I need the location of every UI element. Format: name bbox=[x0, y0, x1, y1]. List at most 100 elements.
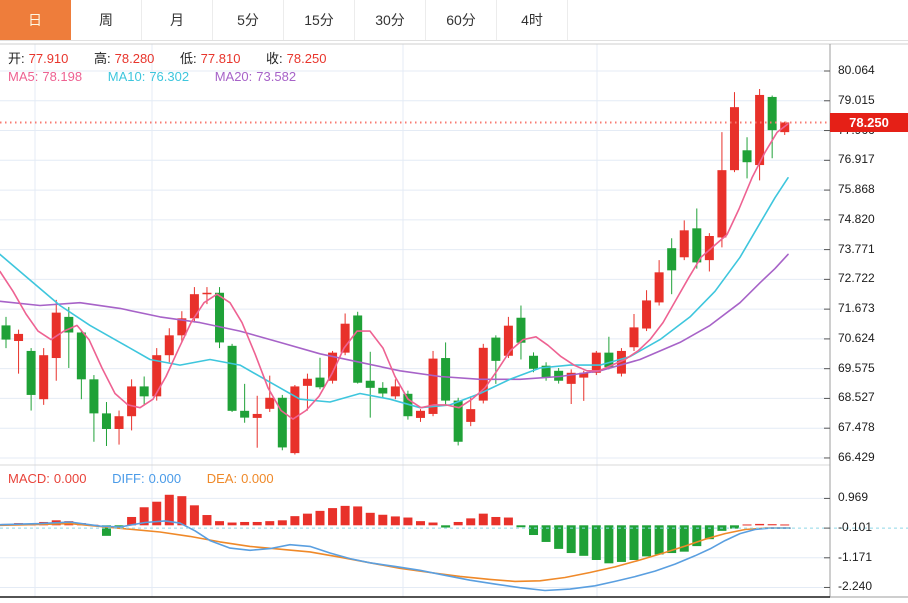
price-axis-label: 70.624 bbox=[838, 330, 875, 345]
candle-up bbox=[202, 292, 212, 295]
diff-value: 0.000 bbox=[148, 471, 182, 486]
close-label: 收: bbox=[266, 51, 283, 66]
macd-bar-negative bbox=[529, 525, 539, 536]
macd-bar-positive bbox=[252, 521, 262, 526]
price-axis-label: 66.429 bbox=[838, 449, 875, 464]
candle-down bbox=[378, 387, 388, 394]
candle-up bbox=[466, 409, 476, 422]
tab-30min[interactable]: 30分 bbox=[355, 0, 426, 40]
candle-down bbox=[139, 386, 149, 397]
macd-bar-positive bbox=[139, 507, 149, 526]
tab-month[interactable]: 月 bbox=[142, 0, 213, 40]
candle-up bbox=[629, 327, 639, 348]
macd-bar-negative bbox=[642, 525, 652, 557]
macd-bar-positive bbox=[742, 524, 752, 526]
macd-bar-negative bbox=[604, 525, 614, 564]
candle-down bbox=[516, 317, 526, 343]
candle-up bbox=[290, 386, 300, 454]
macd-axis-label: 0.969 bbox=[838, 490, 869, 505]
macd-bar-positive bbox=[227, 522, 237, 526]
candle-down bbox=[365, 380, 375, 388]
macd-bar-positive bbox=[466, 518, 476, 526]
ma20-line bbox=[0, 253, 789, 381]
candle-down bbox=[315, 377, 325, 388]
diff-label: DIFF: bbox=[112, 471, 145, 486]
close-value: 78.250 bbox=[286, 51, 327, 66]
candle-up bbox=[39, 355, 49, 400]
candle-up bbox=[642, 300, 652, 329]
macd-bar-positive bbox=[491, 516, 501, 526]
open-label: 开: bbox=[8, 51, 25, 66]
candle-up bbox=[340, 323, 350, 353]
candle-down bbox=[491, 337, 501, 361]
candle-down bbox=[64, 316, 74, 333]
candle-up bbox=[415, 410, 425, 418]
macd-bar-positive bbox=[403, 517, 413, 526]
ma20-label: MA20: bbox=[214, 69, 253, 84]
candle-down bbox=[667, 248, 677, 271]
price-axis-label: 72.722 bbox=[838, 271, 875, 286]
candle-up bbox=[390, 386, 400, 397]
macd-bar-negative bbox=[591, 525, 601, 560]
macd-bar-negative bbox=[101, 525, 111, 536]
macd-bar-negative bbox=[729, 525, 739, 529]
macd-bar-positive bbox=[767, 524, 777, 526]
candle-up bbox=[755, 94, 765, 166]
macd-bar-positive bbox=[340, 505, 350, 526]
tab-day[interactable]: 日 bbox=[0, 0, 71, 40]
candle-down bbox=[89, 379, 99, 414]
candle-up bbox=[679, 230, 689, 258]
macd-bar-negative bbox=[554, 525, 564, 549]
candle-down bbox=[1, 325, 11, 340]
candle-up bbox=[164, 335, 174, 356]
macd-bar-negative bbox=[616, 525, 626, 562]
macd-bar-positive bbox=[277, 520, 287, 526]
macd-bar-positive bbox=[503, 517, 513, 526]
price-axis-label: 71.673 bbox=[838, 301, 875, 316]
tab-5min[interactable]: 5分 bbox=[213, 0, 284, 40]
candle-down bbox=[541, 365, 551, 378]
candle-up bbox=[177, 318, 187, 336]
price-axis-label: 76.917 bbox=[838, 152, 875, 167]
macd-bar-negative bbox=[541, 525, 551, 542]
macd-bar-positive bbox=[315, 510, 325, 526]
candle-up bbox=[729, 107, 739, 171]
macd-axis-label: -1.171 bbox=[838, 549, 873, 564]
candle-up bbox=[579, 372, 589, 378]
macd-bar-positive bbox=[152, 501, 162, 526]
macd-bar-negative bbox=[516, 525, 526, 528]
candle-down bbox=[742, 150, 752, 163]
macd-bar-negative bbox=[692, 525, 702, 547]
macd-bar-negative bbox=[679, 525, 689, 552]
candle-up bbox=[478, 347, 488, 401]
tab-4hour[interactable]: 4时 bbox=[497, 0, 568, 40]
tab-week[interactable]: 周 bbox=[71, 0, 142, 40]
candle-down bbox=[554, 370, 564, 381]
macd-axis-label: -0.101 bbox=[838, 520, 873, 535]
candle-up bbox=[302, 378, 312, 386]
macd-label: MACD: bbox=[8, 471, 50, 486]
macd-readout: MACD: 0.000 DIFF: 0.000 DEA: 0.000 bbox=[8, 471, 278, 486]
dea-label: DEA: bbox=[206, 471, 238, 486]
macd-bar-positive bbox=[127, 516, 137, 526]
price-axis-label: 79.015 bbox=[838, 92, 875, 107]
low-value: 77.810 bbox=[200, 51, 241, 66]
high-value: 78.280 bbox=[114, 51, 155, 66]
macd-bar-positive bbox=[378, 514, 388, 526]
macd-bar-negative bbox=[441, 525, 451, 528]
macd-bar-positive bbox=[453, 521, 463, 526]
tab-15min[interactable]: 15分 bbox=[284, 0, 355, 40]
macd-bar-positive bbox=[265, 521, 275, 526]
macd-bar-positive bbox=[164, 494, 174, 526]
macd-bar-positive bbox=[302, 513, 312, 526]
candle-up bbox=[152, 355, 162, 397]
candle-down bbox=[767, 96, 777, 131]
price-axis-label: 80.064 bbox=[838, 63, 875, 77]
price-axis-label: 75.868 bbox=[838, 182, 875, 197]
tab-60min[interactable]: 60分 bbox=[426, 0, 497, 40]
ma10-label: MA10: bbox=[107, 69, 146, 84]
diff-line bbox=[0, 520, 791, 592]
candle-up bbox=[127, 386, 137, 417]
